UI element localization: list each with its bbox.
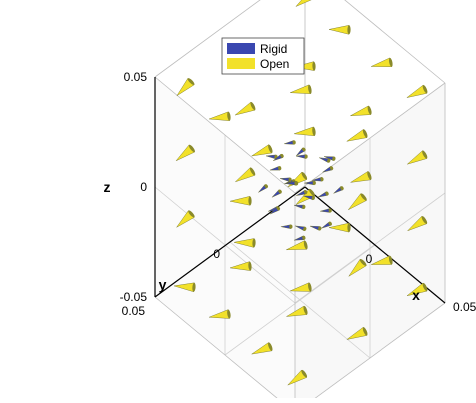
rigid-cone-mark	[294, 235, 306, 241]
y-axis-label: y	[159, 277, 167, 293]
z-axis-label: z	[104, 179, 111, 195]
open-cone-mark	[176, 77, 195, 96]
open-cone-mark	[348, 193, 367, 210]
legend-label: Rigid	[260, 42, 287, 56]
y-tick-label: 0.05	[122, 304, 146, 318]
open-cone-mark	[407, 150, 428, 165]
open-cone-mark	[229, 196, 252, 206]
open-cone-mark	[251, 144, 273, 157]
open-cone-mark	[407, 215, 428, 231]
open-cone-mark	[371, 255, 393, 265]
rigid-cone-mark	[284, 140, 296, 145]
rigid-cone-mark	[321, 221, 332, 229]
open-cone-mark	[176, 210, 195, 228]
open-cone-mark	[346, 326, 368, 340]
open-cone-mark	[251, 342, 273, 355]
rigid-cone-mark	[269, 206, 281, 215]
box-edge	[344, 0, 446, 84]
legend-label: Open	[260, 57, 289, 71]
open-cone-mark	[348, 258, 367, 277]
rigid-cone-mark	[333, 186, 344, 194]
open-cone-mark	[294, 126, 316, 137]
grid-line	[294, 192, 446, 304]
box-edge	[154, 296, 284, 403]
open-cone-mark	[229, 261, 252, 271]
x-tick-label: 0	[366, 252, 373, 266]
open-cone-mark	[328, 25, 351, 35]
open-cone-mark	[346, 129, 368, 142]
rigid-cone-mark	[303, 195, 315, 201]
box-edge	[307, 302, 446, 403]
rigid-cone-mark	[296, 189, 308, 196]
open-cone-mark	[290, 282, 312, 292]
grid-line	[229, 241, 371, 359]
open-cone-mark	[406, 282, 428, 296]
rigid-cone-mark	[280, 224, 293, 229]
open-cone-mark	[295, 0, 312, 7]
open-cone-mark	[287, 369, 308, 386]
rigid-cone-mark	[296, 147, 306, 156]
open-cone-mark	[328, 222, 351, 233]
open-cone-mark	[175, 144, 196, 161]
rigid-cone-mark	[296, 154, 308, 159]
x-axis-label: x	[412, 287, 420, 303]
rigid-cone-mark	[311, 176, 324, 182]
z-tick-label: -0.05	[120, 290, 148, 304]
rigid-cone-mark	[271, 189, 282, 198]
open-cone-mark	[350, 171, 372, 183]
open-cone-mark	[233, 238, 256, 248]
rigid-cone-mark	[269, 165, 282, 171]
z-tick-label: 0.05	[124, 70, 148, 84]
open-cone-mark	[209, 111, 231, 121]
tick-labels: 0.050-0.050.050 00.05	[120, 70, 476, 318]
open-cone-mark	[286, 305, 308, 317]
rigid-cone-mark	[273, 153, 284, 161]
open-cone-mark	[290, 84, 312, 94]
rigid-cone-mark	[265, 154, 278, 160]
open-cone-mark	[209, 309, 231, 319]
legend-swatch	[227, 43, 255, 54]
rigid-cone-mark	[309, 225, 322, 231]
box-edge	[154, 0, 261, 78]
y-tick-label: 0	[213, 247, 220, 261]
open-cone-mark	[173, 282, 196, 293]
axes-box	[154, 0, 446, 403]
x-tick-label: 0.05	[453, 300, 476, 314]
rigid-cone-mark	[319, 157, 331, 163]
rigid-cone-mark	[293, 204, 306, 210]
rigid-cone-mark	[320, 208, 332, 213]
open-cone-mark	[350, 105, 372, 116]
axis-labels: z y x	[104, 179, 421, 303]
rigid-cone-mark	[322, 165, 334, 173]
open-cone-mark	[235, 167, 256, 182]
open-cone-mark	[286, 240, 308, 250]
rigid-cone-mark	[258, 184, 268, 193]
rigid-cone-mark	[285, 180, 298, 186]
open-cone-mark	[371, 57, 393, 67]
rigid-cone-mark	[295, 225, 307, 232]
x-axis-line	[304, 186, 446, 304]
z-tick-label: 0	[140, 180, 147, 194]
box-edge	[294, 82, 446, 194]
legend-swatch	[227, 58, 255, 69]
rigid-cone-mark	[317, 191, 329, 198]
box-edge	[154, 76, 296, 194]
y-axis-line	[154, 186, 306, 298]
rigid-cone-mark	[304, 180, 316, 186]
open-cone-mark	[406, 84, 428, 98]
rigid-cone-mark	[280, 177, 292, 182]
open-cone-mark	[234, 101, 256, 116]
cone-marks	[173, 0, 428, 386]
